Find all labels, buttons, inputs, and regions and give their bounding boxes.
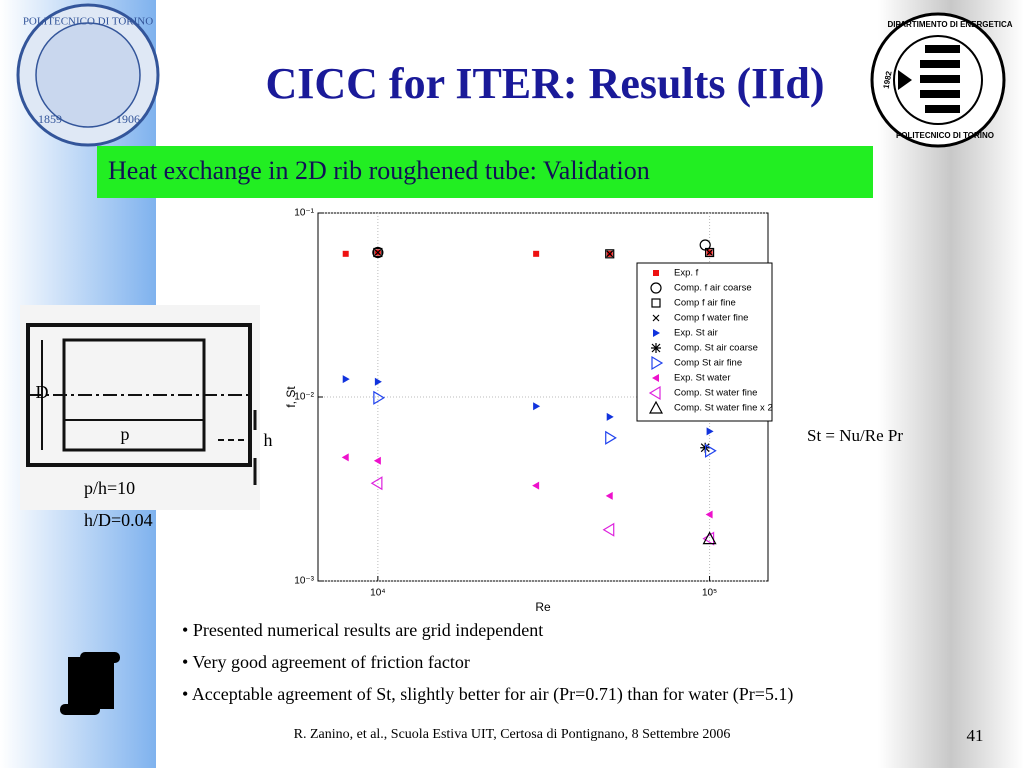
- y-tick-label: 10⁻¹: [294, 208, 314, 219]
- right-logo: DIPARTIMENTO DI ENERGETICA 1982 POLITECN…: [870, 12, 1013, 148]
- footer: R. Zanino, et al., Scuola Estiva UIT, Ce…: [294, 727, 731, 742]
- logo-year: 1859: [38, 112, 62, 126]
- ratio-label: h/D=0.04: [84, 510, 153, 530]
- marker: [372, 246, 384, 259]
- bullet-text: Very good agreement of friction factor: [192, 652, 469, 672]
- marker: [704, 247, 715, 258]
- marker: [606, 250, 614, 258]
- subtitle-box: [97, 146, 873, 198]
- marker: [602, 522, 615, 537]
- page-number: 41: [967, 726, 984, 745]
- marker: [342, 375, 350, 384]
- legend-label: Comp f water fine: [674, 313, 748, 324]
- marker: [653, 270, 659, 276]
- marker: [373, 247, 383, 258]
- marker: [342, 250, 349, 257]
- chart: 10⁴ 10⁵ 10⁻³ 10⁻² 10⁻¹ Re f, St Exp. f Comp. f a…: [284, 208, 773, 615]
- logo-text: POLITECNICO DI TORINO: [23, 16, 153, 28]
- note: St = Nu/Re Pr: [807, 426, 903, 445]
- bullet: • Very good agreement of friction factor: [182, 652, 470, 672]
- legend-label: Comp f air fine: [674, 298, 736, 309]
- ratio-label: p/h=10: [84, 478, 135, 498]
- marker: [651, 298, 661, 308]
- marker: [705, 510, 713, 519]
- marker: [605, 430, 617, 445]
- dimension-label: h: [264, 430, 273, 450]
- marker: [648, 400, 664, 414]
- marker: [373, 456, 381, 465]
- marker: [702, 531, 717, 545]
- icon: [60, 652, 120, 715]
- dimension-label: D: [36, 382, 49, 402]
- marker: [533, 402, 541, 411]
- marker: [605, 491, 613, 500]
- marker: [651, 355, 664, 371]
- x-tick-label: 10⁵: [702, 588, 717, 599]
- logo-text: POLITECNICO DI TORINO: [896, 131, 994, 140]
- marker: [651, 343, 661, 353]
- y-tick-label: 10⁻³: [294, 576, 314, 587]
- slide-title: CICC for ITER: Results (IId): [265, 59, 824, 108]
- marker: [648, 385, 661, 401]
- subtitle: Heat exchange in 2D rib roughened tube: …: [108, 156, 650, 185]
- marker: [370, 476, 383, 491]
- marker: [652, 374, 659, 382]
- bullet: • Acceptable agreement of St, slightly b…: [182, 685, 794, 704]
- marker: [374, 249, 382, 256]
- marker: [373, 390, 386, 405]
- marker: [650, 282, 662, 294]
- legend-label: Comp. St air coarse: [674, 343, 758, 354]
- marker: [706, 249, 714, 256]
- x-axis-label: Re: [535, 600, 551, 614]
- x-tick-label: 10⁴: [370, 588, 385, 599]
- legend-label: Exp. f: [674, 268, 699, 279]
- bullet: • Presented numerical results are grid i…: [182, 620, 543, 640]
- marker: [341, 453, 349, 462]
- marker: [605, 249, 615, 259]
- legend-label: Exp. St air: [674, 328, 718, 339]
- schematic: [20, 305, 260, 510]
- legend-label: Comp. f air coarse: [674, 283, 752, 294]
- dimension-label: p: [121, 424, 130, 444]
- logo-year: 1982: [882, 70, 894, 90]
- bullet-text: Acceptable agreement of St, slightly bet…: [191, 685, 794, 704]
- legend-label: Comp. St water fine: [674, 388, 757, 399]
- logo-year: 1906: [116, 112, 140, 126]
- marker: [652, 314, 660, 322]
- legend-label: Exp. St water: [674, 373, 731, 384]
- marker: [704, 443, 717, 458]
- left-logo: POLITECNICO DI TORINO 1859 1906: [16, 3, 160, 147]
- y-axis-label: f, St: [284, 386, 298, 408]
- marker: [706, 427, 714, 436]
- marker: [532, 481, 540, 490]
- bullet-text: Presented numerical results are grid ind…: [193, 620, 543, 640]
- logo-text: DIPARTIMENTO DI ENERGETICA: [887, 20, 1012, 29]
- marker: [374, 377, 382, 386]
- y-tick-label: 10⁻²: [294, 392, 314, 403]
- marker: [533, 250, 540, 257]
- marker: [606, 412, 614, 421]
- marker: [653, 329, 660, 337]
- legend-label: Comp St air fine: [674, 358, 742, 369]
- legend-label: Comp. St water fine x 2: [674, 403, 773, 414]
